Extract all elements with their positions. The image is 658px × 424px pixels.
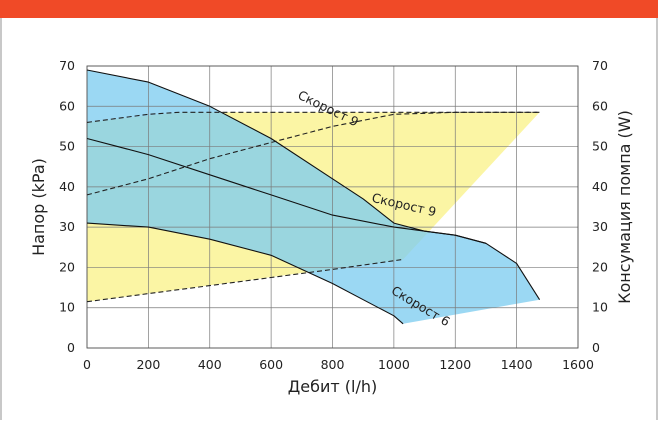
head-curve-2 [86, 137, 487, 244]
head-curve-1 [86, 69, 541, 300]
x-tick-label: 1200 [439, 357, 471, 372]
plot-border [86, 65, 579, 349]
y-tick-label: 30 [59, 219, 75, 234]
y-tick-label: 50 [59, 139, 75, 154]
x-tick-label: 1400 [501, 357, 533, 372]
y2-tick-label: 60 [592, 98, 608, 113]
x-tick-label: 400 [198, 357, 222, 372]
y-tick-label: 10 [59, 300, 75, 315]
chart-frame: Скорост 9 Скорост 9 Скорост 6 0 200 400 600 800… [0, 18, 658, 420]
y2-axis-title: Консумация помпа (W) [615, 110, 634, 304]
y2-tick-label: 70 [592, 58, 608, 73]
x-tick-label: 600 [259, 357, 283, 372]
y-tick-label: 70 [59, 58, 75, 73]
head-curve-3 [86, 222, 404, 325]
x-tick-label: 1600 [562, 357, 594, 372]
x-axis-title: Дебит (l/h) [288, 377, 377, 396]
x-tick-label: 200 [136, 357, 160, 372]
y2-tick-label: 0 [592, 340, 600, 355]
y2-tick-label: 20 [592, 259, 608, 274]
y-tick-label: 60 [59, 98, 75, 113]
y2-tick-label: 30 [592, 219, 608, 234]
x-tick-label: 0 [83, 357, 91, 372]
x-tick-label: 1000 [378, 357, 410, 372]
power-curve-3 [86, 258, 404, 303]
top-accent-bar [0, 0, 658, 18]
y-tick-label: 20 [59, 259, 75, 274]
power-curve-2 [86, 111, 540, 196]
y-axis-title: Напор (kPa) [29, 158, 48, 256]
x-tick-label: 800 [321, 357, 345, 372]
y2-tick-label: 40 [592, 179, 608, 194]
y-tick-label: 40 [59, 179, 75, 194]
y2-tick-label: 50 [592, 139, 608, 154]
y-tick-label: 0 [67, 340, 75, 355]
head-envelope-area [87, 70, 540, 324]
y2-tick-label: 10 [592, 300, 608, 315]
